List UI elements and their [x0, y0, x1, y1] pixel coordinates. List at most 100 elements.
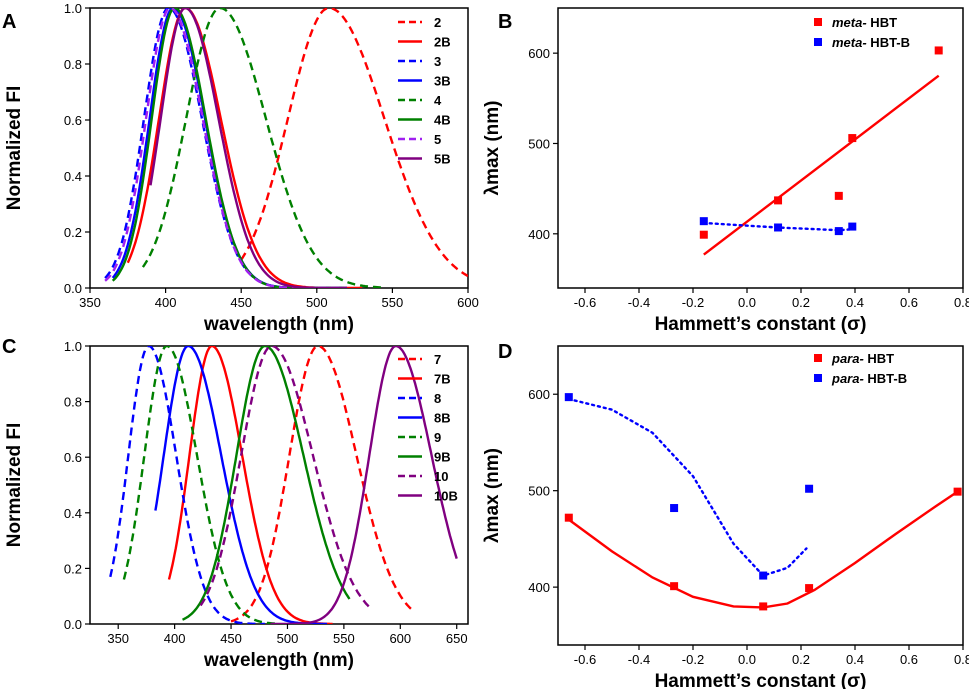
- panel-b-hammett-chart: B -0.6 -0.4 -0.2 0.0 0.2 0.4 0.6 0.8 400 500 600 Ha…: [482, 7, 969, 335]
- data-point: [834, 191, 843, 200]
- x-tick-label: 0.6: [900, 652, 918, 667]
- legend-label-9: 9: [434, 430, 441, 445]
- x-tick-label: 0.4: [846, 652, 864, 667]
- x-tick-label: -0.4: [628, 652, 650, 667]
- y-tick-label: 0.6: [64, 450, 82, 465]
- panel-letter-a: A: [2, 11, 16, 33]
- y-tick-label: 0.6: [64, 113, 82, 128]
- series-line-5: [104, 8, 347, 288]
- data-point: [848, 134, 857, 143]
- x-tick-label: -0.6: [574, 652, 596, 667]
- data-point: [774, 223, 783, 232]
- y-axis-title: Normalized FI: [4, 86, 25, 211]
- legend-label-2B: 2B: [434, 35, 451, 50]
- plot-frame: [557, 7, 964, 289]
- x-tick-label: 600: [389, 631, 411, 646]
- y-tick-label: 0.2: [64, 225, 82, 240]
- panel-letter-d: D: [498, 341, 512, 363]
- x-tick-label: 550: [333, 631, 355, 646]
- series-line-10B: [270, 346, 458, 624]
- data-point: [953, 487, 962, 496]
- y-tick-label: 600: [528, 46, 550, 61]
- x-tick-label: 0.0: [738, 652, 756, 667]
- x-axis-title: wavelength (nm): [203, 650, 354, 671]
- x-tick-label: 650: [446, 631, 468, 646]
- series-line-4: [141, 8, 385, 288]
- legend-label-4B: 4B: [434, 113, 451, 128]
- y-tick-label: 500: [528, 484, 550, 499]
- data-point: [834, 227, 843, 236]
- legend-marker: [814, 354, 822, 362]
- y-tick-label: 1.0: [64, 339, 82, 354]
- data-point: [699, 230, 708, 239]
- panel-letter-c: C: [2, 336, 16, 358]
- legend-label-9B: 9B: [434, 450, 451, 465]
- legend-label-2: 2: [434, 15, 441, 30]
- x-tick-label: 0.0: [738, 295, 756, 310]
- y-tick-label: 0.0: [64, 617, 82, 632]
- fit-line-dotted: [702, 221, 854, 232]
- series-line-2B: [126, 8, 363, 288]
- y-tick-label: 1.0: [64, 1, 82, 16]
- y-tick-label: 500: [528, 136, 550, 151]
- series-line-9B: [182, 346, 351, 621]
- x-tick-label: 400: [155, 295, 177, 310]
- panel-d-hammett-chart: D -0.6 -0.4 -0.2 0.0 0.2 0.4 0.6 0.8 400 500 600 Ha…: [482, 341, 969, 689]
- data-point: [699, 217, 708, 226]
- x-tick-label: -0.6: [574, 295, 596, 310]
- x-tick-label: 350: [79, 295, 101, 310]
- plot-area: [109, 346, 458, 624]
- legend-label-7B: 7B: [434, 372, 451, 387]
- y-tick-label: 400: [528, 227, 550, 242]
- legend-label-3B: 3B: [434, 74, 451, 89]
- legend-prefix: para-: [831, 351, 864, 366]
- x-axis-title: Hammett’s constant (σ): [655, 671, 867, 689]
- legend-prefix: meta-: [832, 15, 867, 30]
- x-tick-label: 0.2: [792, 652, 810, 667]
- panel-a-spectra-chart: A 350 400 450 500 550 600 0.0 0.2 0.4 0.6 0.8 1.0 wa…: [2, 1, 479, 335]
- data-point: [670, 504, 679, 513]
- data-point: [564, 513, 573, 522]
- data-point: [670, 582, 679, 591]
- data-point: [759, 571, 768, 580]
- series-line-5B: [149, 8, 347, 288]
- fit-line-dotted: [567, 397, 808, 577]
- plot-frame: [557, 345, 964, 646]
- x-tick-label: 600: [457, 295, 479, 310]
- panel-c-spectra-chart: C 350 400 450 500 550 600 650 0.0 0.2 0.4 0.6 0.8 1.…: [2, 336, 469, 671]
- series-line-10: [199, 346, 370, 608]
- data-point: [805, 484, 814, 493]
- y-tick-label: 0.8: [64, 395, 82, 410]
- y-tick-label: 0.8: [64, 57, 82, 72]
- panel-letter-b: B: [498, 11, 512, 33]
- legend-label-10: 10: [434, 469, 448, 484]
- legend-label: meta- HBT: [832, 15, 897, 30]
- legend-prefix: para-: [831, 371, 864, 386]
- legend-label-10B: 10B: [434, 489, 458, 504]
- legend-label: para- HBT: [831, 351, 894, 366]
- legend-suffix: HBT-B: [867, 35, 910, 50]
- y-tick-label: 400: [528, 580, 550, 595]
- data-point: [848, 222, 857, 231]
- legend-suffix: HBT-B: [864, 371, 907, 386]
- legend-label: meta- HBT-B: [832, 35, 910, 50]
- fit-line: [568, 490, 959, 609]
- legend-label-8: 8: [434, 391, 441, 406]
- x-tick-label: 450: [230, 295, 252, 310]
- legend-label-5: 5: [434, 132, 441, 147]
- x-tick-label: 400: [164, 631, 186, 646]
- legend-marker: [814, 38, 822, 46]
- series-line-7: [230, 346, 415, 623]
- y-tick-label: 600: [528, 387, 550, 402]
- y-axis-title: λmax (nm): [482, 100, 503, 195]
- y-tick-label: 0.0: [64, 281, 82, 296]
- x-tick-label: 0.8: [954, 652, 969, 667]
- legend-prefix: meta-: [832, 35, 867, 50]
- x-tick-label: -0.4: [628, 295, 650, 310]
- y-tick-label: 0.4: [64, 169, 82, 184]
- x-axis-title: Hammett’s constant (σ): [655, 314, 867, 335]
- legend-label-7: 7: [434, 352, 441, 367]
- series-line-7B: [167, 346, 333, 624]
- legend-label-5B: 5B: [434, 152, 451, 167]
